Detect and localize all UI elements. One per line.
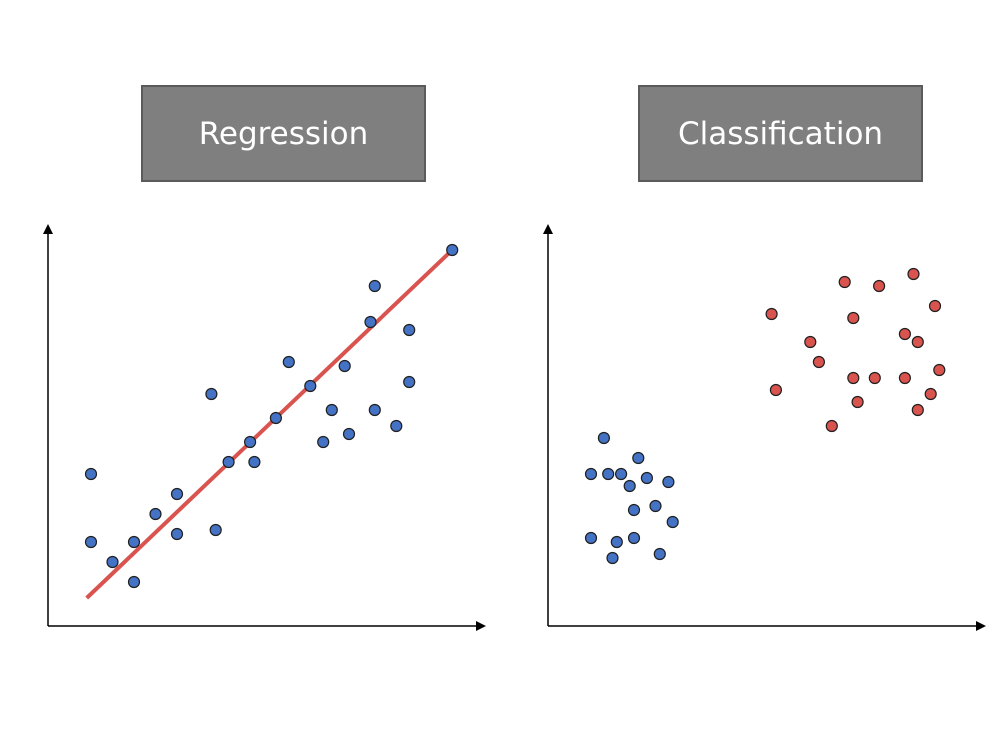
classification-blue-point bbox=[614, 467, 628, 481]
classification-blue-point bbox=[584, 467, 598, 481]
regression-blue-point bbox=[106, 555, 119, 569]
regression-blue-point bbox=[446, 243, 459, 257]
regression-blue-point bbox=[84, 535, 98, 549]
classification-red-point bbox=[769, 383, 783, 397]
regression-plot bbox=[43, 224, 486, 631]
regression-blue-point bbox=[127, 575, 141, 589]
regression-blue-point bbox=[149, 507, 162, 521]
classification-plot bbox=[543, 224, 986, 631]
regression-blue-point bbox=[390, 419, 403, 433]
classification-red-point bbox=[812, 355, 826, 369]
classification-blue-point bbox=[623, 479, 636, 493]
classification-red-point bbox=[924, 387, 937, 401]
regression-blue-point bbox=[244, 435, 257, 449]
classification-title-box: Classification bbox=[638, 85, 923, 182]
classification-title: Classification bbox=[677, 115, 884, 152]
classification-blue-point bbox=[584, 531, 598, 545]
classification-red-point bbox=[928, 299, 942, 313]
classification-blue-point bbox=[666, 515, 679, 529]
classification-blue-point bbox=[632, 451, 645, 465]
classification-red-point bbox=[907, 267, 920, 281]
classification-blue-point bbox=[627, 531, 641, 545]
classification-blue-point bbox=[653, 547, 666, 561]
classification-red-point bbox=[847, 371, 860, 385]
classification-blue-point bbox=[627, 503, 641, 517]
regression-blue-point bbox=[304, 379, 317, 393]
regression-blue-point bbox=[403, 323, 416, 337]
regression-title-box: Regression bbox=[141, 85, 426, 182]
classification-blue-point bbox=[662, 475, 675, 489]
regression-blue-point bbox=[368, 403, 381, 417]
classification-red-point bbox=[911, 335, 924, 349]
regression-blue-point bbox=[325, 403, 338, 417]
classification-red-point bbox=[898, 371, 912, 385]
regression-blue-point bbox=[338, 359, 351, 373]
regression-blue-point bbox=[282, 355, 295, 369]
regression-blue-point bbox=[342, 427, 356, 441]
classification-red-point bbox=[804, 335, 817, 349]
regression-blue-point bbox=[84, 467, 98, 481]
classification-blue-point bbox=[610, 535, 623, 549]
regression-title: Regression bbox=[198, 115, 369, 152]
regression-blue-point bbox=[170, 487, 184, 501]
classification-red-point bbox=[847, 311, 860, 325]
regression-fit-line bbox=[85, 248, 454, 600]
classification-red-point bbox=[898, 327, 912, 341]
classification-red-point bbox=[838, 275, 851, 289]
classification-red-point bbox=[825, 419, 838, 433]
regression-blue-point bbox=[248, 455, 261, 469]
classification-red-point bbox=[851, 395, 864, 409]
regression-blue-point bbox=[209, 523, 222, 537]
classification-blue-point bbox=[649, 499, 662, 513]
classification-blue-point bbox=[640, 471, 654, 485]
classification-red-point bbox=[868, 371, 881, 385]
regression-blue-point bbox=[317, 435, 330, 449]
classification-blue-point bbox=[597, 431, 611, 445]
classification-red-point bbox=[911, 403, 924, 417]
regression-blue-point bbox=[205, 387, 218, 401]
regression-blue-point bbox=[269, 411, 282, 425]
regression-blue-point bbox=[222, 455, 235, 469]
regression-blue-point bbox=[368, 279, 381, 293]
regression-blue-point bbox=[403, 375, 416, 389]
classification-red-point bbox=[765, 307, 778, 321]
regression-blue-point bbox=[127, 535, 141, 549]
regression-blue-point bbox=[170, 527, 184, 541]
classification-blue-point bbox=[606, 551, 619, 565]
classification-blue-point bbox=[602, 467, 615, 481]
classification-red-point bbox=[933, 363, 946, 377]
regression-blue-point bbox=[364, 315, 377, 329]
classification-red-point bbox=[872, 279, 886, 293]
